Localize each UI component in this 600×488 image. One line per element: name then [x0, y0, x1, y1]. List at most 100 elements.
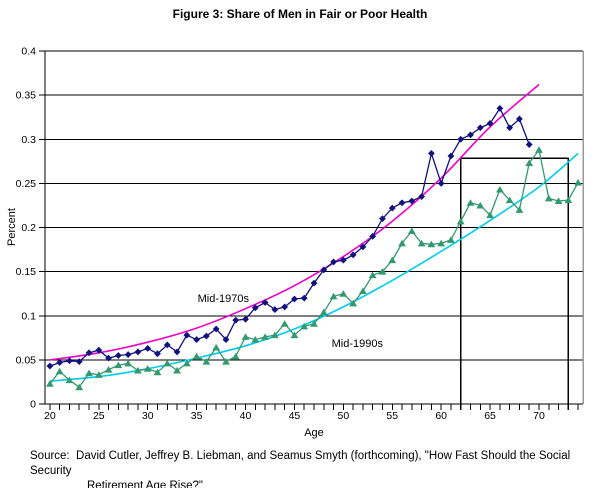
triangle-marker — [290, 331, 299, 339]
triangle-marker — [339, 290, 348, 297]
y-tick-label: 0.25 — [16, 178, 37, 190]
triangle-marker — [231, 352, 240, 360]
triangle-marker — [85, 369, 93, 377]
x-tick-label: 35 — [191, 410, 203, 422]
triangle-marker — [114, 361, 123, 369]
diamond-marker — [242, 315, 249, 323]
diamond-marker — [437, 179, 445, 187]
diamond-marker — [486, 119, 494, 127]
triangle-marker — [173, 366, 181, 374]
diamond-marker — [134, 348, 142, 356]
triangle-marker — [192, 352, 201, 360]
diamond-marker — [339, 256, 347, 264]
diamond-marker — [388, 204, 396, 212]
triangle-marker — [143, 365, 152, 372]
diamond-marker — [379, 215, 386, 223]
diamond-marker — [183, 331, 191, 339]
trendlines — [49, 83, 579, 382]
source-line-2: Retirement Age Rise?" — [87, 480, 203, 488]
triangle-marker — [270, 331, 279, 339]
triangle-marker — [319, 308, 328, 316]
diamond-marker — [56, 359, 64, 366]
y-tick-label: 0.05 — [16, 354, 37, 366]
triangle-marker — [574, 178, 583, 186]
trendline-mid1970s — [49, 83, 540, 361]
y-tick-label: 0.15 — [16, 266, 37, 278]
triangle-marker — [182, 359, 191, 367]
triangle-marker — [75, 383, 84, 391]
diamond-marker — [271, 306, 279, 313]
x-tick-label: 25 — [93, 410, 105, 422]
x-tick-label: 65 — [484, 410, 496, 422]
triangle-marker — [564, 196, 573, 204]
triangle-marker — [407, 227, 416, 235]
diamond-marker — [525, 141, 533, 148]
triangle-marker — [525, 159, 534, 167]
diamond-marker — [124, 351, 132, 358]
series-line-mid1990s — [49, 148, 579, 389]
triangle-marker — [280, 320, 289, 327]
x-tick-label: 50 — [338, 410, 350, 422]
diamond-marker — [457, 135, 465, 143]
triangle-marker — [212, 343, 221, 351]
diamond-marker — [222, 336, 230, 343]
series-lines — [49, 107, 579, 389]
triangle-marker — [94, 371, 103, 378]
diamond-marker — [163, 341, 171, 349]
triangle-marker — [359, 287, 367, 295]
y-axis-title: Percent — [6, 208, 18, 246]
diamond-marker — [46, 362, 54, 370]
diamond-marker — [66, 357, 73, 365]
y-axis-tick-labels: 0 0.05 0.1 0.15 0.2 0.25 0.3 0.35 0.4 — [16, 46, 37, 411]
triangle-marker — [45, 380, 54, 387]
diamond-marker — [330, 258, 337, 266]
triangle-marker — [153, 368, 162, 376]
triangle-marker — [378, 268, 387, 275]
diamond-marker — [193, 336, 201, 343]
diamond-marker — [427, 149, 435, 157]
triangle-marker — [505, 196, 514, 204]
diamond-marker — [359, 243, 367, 251]
chart-title: Figure 3: Share of Men in Fair or Poor H… — [172, 7, 428, 21]
diamond-marker — [232, 316, 240, 324]
triangle-marker — [349, 299, 358, 307]
y-tick-label: 0 — [30, 399, 36, 411]
triangle-marker — [437, 239, 446, 247]
triangle-marker — [398, 239, 406, 247]
triangle-marker — [104, 365, 113, 373]
x-axis-tick-labels: 20 25 30 35 40 45 50 55 60 65 70 — [44, 410, 545, 422]
triangle-marker — [329, 292, 338, 300]
triangle-marker — [447, 236, 455, 243]
diamond-marker — [281, 303, 289, 311]
diamond-marker — [251, 304, 259, 312]
triangle-marker — [65, 376, 74, 384]
series-text-labels: Mid-1970s Mid-1990s — [198, 293, 384, 350]
diamond-marker — [310, 279, 318, 287]
diamond-marker — [496, 104, 504, 112]
series-markers — [45, 104, 583, 391]
y-tick-label: 0.1 — [21, 310, 36, 322]
diamond-marker — [212, 325, 220, 333]
series-markers-mid1990s — [45, 146, 583, 391]
source-line-1: Source: David Cutler, Jeffrey B. Liebman… — [30, 450, 571, 477]
diamond-marker — [300, 294, 308, 302]
series-label-mid1970s: Mid-1970s — [198, 293, 250, 305]
source-prefix: Source: — [30, 450, 70, 462]
triangle-marker — [544, 194, 553, 202]
y-tick-label: 0.3 — [21, 134, 36, 146]
x-tick-label: 40 — [240, 410, 252, 422]
x-tick-label: 45 — [289, 410, 301, 422]
x-tick-label: 20 — [44, 410, 56, 422]
triangle-marker — [261, 333, 269, 340]
triangle-marker — [456, 217, 465, 225]
triangle-marker — [55, 367, 64, 375]
source-note: Source: David Cutler, Jeffrey B. Liebman… — [30, 449, 600, 488]
diamond-marker — [114, 352, 122, 359]
x-tick-label: 60 — [435, 410, 447, 422]
triangle-marker — [134, 366, 142, 374]
diamond-marker — [476, 124, 484, 132]
triangle-marker — [495, 185, 504, 193]
triangle-marker — [486, 211, 494, 219]
triangle-marker — [241, 333, 250, 340]
